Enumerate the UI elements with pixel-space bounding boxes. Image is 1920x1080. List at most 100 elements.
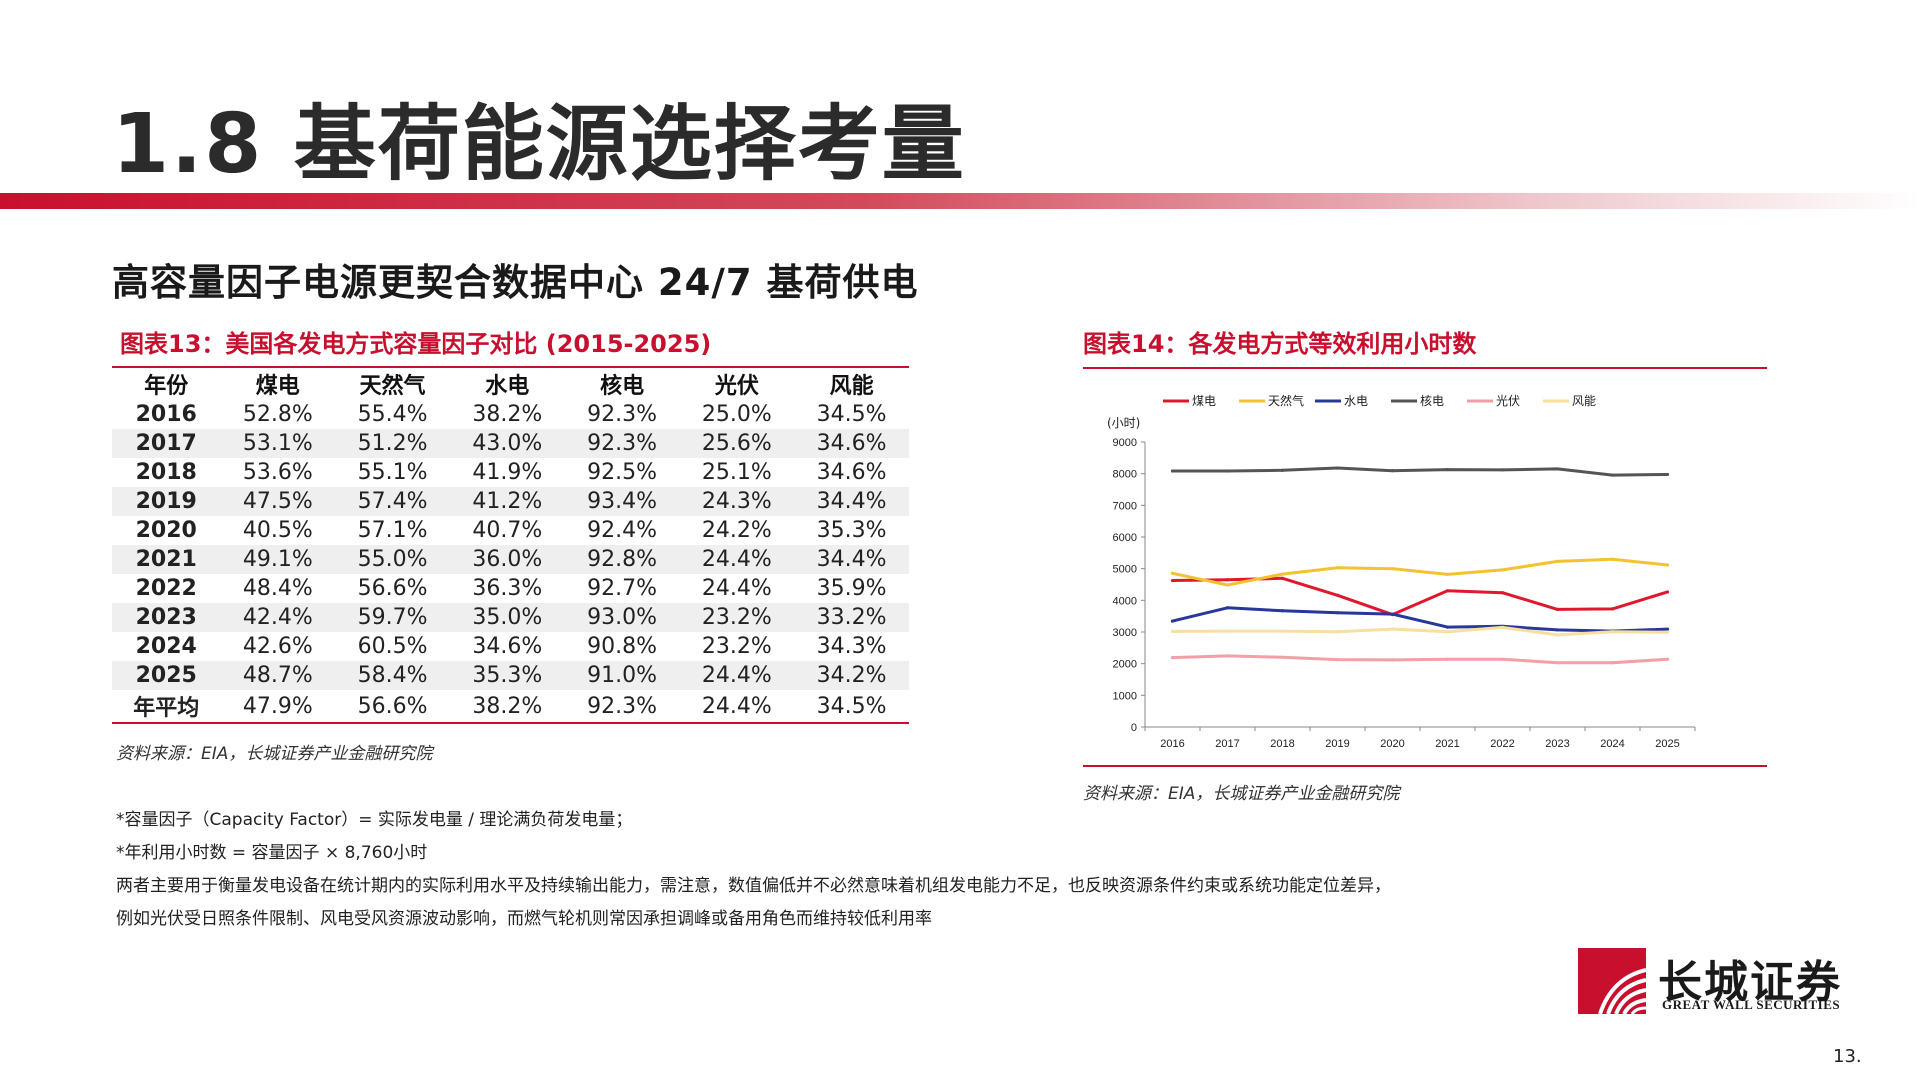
- table-cell: 38.2%: [449, 690, 565, 724]
- data-point: [1665, 563, 1670, 567]
- x-tick-label: 2018: [1270, 738, 1294, 750]
- note-line-1: *容量因子（Capacity Factor）= 实际发电量 / 理论满负荷发电量…: [116, 810, 633, 830]
- data-point: [1445, 467, 1450, 472]
- table-cell: 51.2%: [335, 429, 450, 458]
- data-point: [1610, 557, 1615, 561]
- table-cell: 34.3%: [816, 634, 887, 659]
- data-point: [1610, 473, 1615, 477]
- series-line-4: [1172, 654, 1668, 665]
- title-underline-bar: [0, 193, 1920, 209]
- y-tick-label: 8000: [1113, 469, 1137, 481]
- table-cell: 56.6%: [357, 576, 428, 601]
- data-point: [1170, 578, 1175, 583]
- table-cell: 92.4%: [587, 518, 658, 543]
- series-line-5: [1172, 625, 1668, 637]
- data-point: [1500, 568, 1505, 572]
- table-year-cell: 2023: [112, 603, 221, 632]
- data-point: [1665, 630, 1670, 634]
- data-point: [1500, 468, 1505, 472]
- table-cell: 55.0%: [335, 545, 450, 574]
- table-cell: 92.3%: [564, 690, 680, 724]
- table-cell: 25.6%: [679, 429, 795, 458]
- x-tick-label: 2021: [1435, 738, 1459, 750]
- data-point: [1335, 611, 1340, 615]
- table-header-cell: 光伏: [679, 366, 795, 400]
- table-cell: 49.1%: [220, 545, 336, 574]
- x-tick-label: 2023: [1545, 738, 1569, 750]
- table-cell: 25.1%: [701, 460, 772, 485]
- legend-label: 风能: [1572, 394, 1596, 408]
- data-point: [1170, 571, 1175, 575]
- table-header-cell: 核电: [564, 366, 680, 400]
- data-point: [1335, 657, 1340, 662]
- fig13-source: 资料来源：EIA，长城证券产业金融研究院: [116, 744, 433, 764]
- legend-label: 光伏: [1496, 394, 1520, 408]
- data-point: [1665, 657, 1670, 661]
- table-cell: 34.6%: [816, 460, 887, 485]
- data-point: [1390, 469, 1395, 473]
- table-cell: 33.2%: [794, 603, 909, 632]
- page-title: 1.8 基荷能源选择考量: [112, 97, 966, 192]
- data-point: [1445, 630, 1450, 634]
- table-year-cell: 年平均: [112, 690, 221, 724]
- table-cell: 34.6%: [472, 634, 543, 659]
- table-row: 2025 48.7% 58.4% 35.3% 91.0% 24.4% 34.2%: [112, 661, 909, 690]
- table-row: 2016 52.8% 55.4% 38.2% 92.3% 25.0% 34.5%: [112, 400, 909, 429]
- table-cell: 43.0%: [449, 429, 565, 458]
- series-line-2: [1172, 606, 1668, 633]
- table-cell: 55.1%: [357, 460, 428, 485]
- note-line-2: *年利用小时数 = 容量因子 × 8,760小时: [116, 843, 428, 863]
- data-point: [1390, 612, 1395, 616]
- table-row: 年平均 47.9% 56.6% 38.2% 92.3% 24.4% 34.5%: [112, 690, 909, 724]
- fig14-source: 资料来源：EIA，长城证券产业金融研究院: [1083, 784, 1400, 804]
- table-cell: 57.1%: [357, 518, 428, 543]
- company-logo: 长城证券 GREAT WALL SECURITIES: [1578, 948, 1864, 1014]
- table-cell: 57.4%: [335, 487, 450, 516]
- data-point: [1335, 593, 1340, 597]
- series-line-1: [1172, 557, 1668, 587]
- table-cell: 24.3%: [679, 487, 795, 516]
- logo-english-name: GREAT WALL SECURITIES: [1662, 997, 1841, 1012]
- data-point: [1225, 578, 1230, 582]
- data-point: [1610, 630, 1615, 634]
- table-year-cell: 2018: [135, 460, 197, 485]
- table-cell: 93.0%: [564, 603, 680, 632]
- data-point: [1280, 576, 1285, 580]
- table-cell: 35.3%: [816, 518, 887, 543]
- table-year-cell: 2020: [135, 518, 197, 543]
- table-header-cell: 煤电: [220, 366, 336, 400]
- table-year-cell: 2016: [135, 402, 197, 427]
- table-cell: 40.5%: [242, 518, 313, 543]
- utilization-hours-chart: 0 1000 2000 3000 4000 5000 6000 7000 8000 9000 201…: [1107, 393, 1696, 750]
- table-cell: 93.4%: [564, 487, 680, 516]
- table-row: 2024 42.6% 60.5% 34.6% 90.8% 23.2% 34.3%: [112, 632, 909, 661]
- data-point: [1555, 661, 1560, 665]
- table-year-cell: 2021: [112, 545, 221, 574]
- data-point: [1445, 657, 1450, 661]
- x-tick-label: 2020: [1380, 738, 1404, 750]
- data-point: [1225, 654, 1230, 658]
- table-cell: 24.4%: [679, 545, 795, 574]
- table-cell: 55.4%: [357, 402, 428, 427]
- data-point: [1500, 625, 1505, 630]
- capacity-factor-table: 年份 煤电 天然气 水电 核电 光伏 风能 2016 52.8% 55.4% 38.2% 92.3%…: [112, 366, 909, 724]
- table-header-cell: 风能: [794, 366, 909, 400]
- x-tick-label: 2024: [1600, 738, 1624, 750]
- table-row: 2019 47.5% 57.4% 41.2% 93.4% 24.3% 34.4%: [112, 487, 909, 516]
- legend-label: 煤电: [1192, 394, 1216, 408]
- table-header-cell: 水电: [449, 366, 565, 400]
- table-cell: 60.5%: [357, 634, 428, 659]
- y-tick-label: 6000: [1113, 532, 1137, 544]
- table-header-cell: 年份: [112, 366, 221, 400]
- table-cell: 36.3%: [472, 576, 543, 601]
- table-cell: 42.4%: [220, 603, 336, 632]
- x-tick-label: 2016: [1160, 738, 1184, 750]
- y-tick-label: 3000: [1113, 627, 1137, 639]
- page-number: 13.: [1833, 1046, 1862, 1067]
- data-point: [1280, 655, 1285, 659]
- table-cell: 56.6%: [335, 690, 450, 724]
- data-point: [1445, 589, 1450, 593]
- table-cell: 58.4%: [335, 661, 450, 690]
- legend-label: 水电: [1344, 394, 1368, 408]
- table-cell: 35.0%: [449, 603, 565, 632]
